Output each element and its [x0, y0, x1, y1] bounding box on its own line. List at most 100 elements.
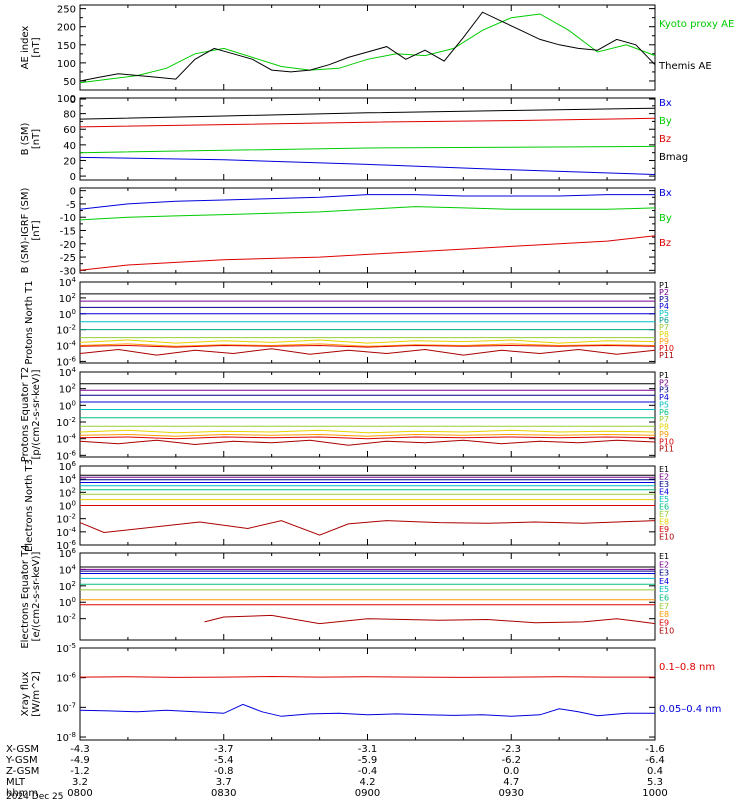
legend-E8: E8	[659, 610, 669, 619]
legend-E10: E10	[659, 533, 674, 542]
ephemeris-value: -4.3	[70, 744, 90, 755]
legend-E5: E5	[659, 495, 669, 504]
y-tick-label: 10-6	[56, 539, 76, 552]
y-tick-label: 10-5	[56, 642, 76, 655]
legend-Bx: Bx	[659, 98, 672, 109]
legend-E6: E6	[659, 594, 669, 603]
y-tick-label: 106	[59, 460, 77, 473]
y-tick-label: 250	[57, 5, 76, 16]
panel-5: 10-6 10-4 10-2 100 102 104 Protons Equator T2[…	[20, 366, 656, 462]
series-line-E10	[204, 614, 656, 625]
legend-By: By	[659, 213, 672, 224]
ephemeris-value: 3.7	[216, 777, 232, 788]
y-tick-label: -30	[60, 266, 76, 277]
ephemeris-value: -5.4	[214, 755, 234, 766]
y-axis-title: AE index[nT]	[20, 26, 42, 70]
y-tick-label: 100	[59, 399, 76, 412]
series-line-P8	[79, 429, 656, 434]
panel-frame	[79, 97, 656, 181]
legend-P1: P1	[659, 371, 669, 380]
panel-3: -30 -25 -20 -15 -10 -5 0 B (SM)-IGRF (SM)[nT]	[20, 187, 656, 277]
ephemeris-value: 0.0	[503, 766, 519, 777]
ephemeris-value: 0.4	[647, 766, 663, 777]
legend-E10: E10	[659, 627, 674, 636]
series-line-P9	[79, 343, 656, 347]
ephemeris-row-label: Z-GSM	[6, 766, 39, 777]
y-tick-label: 10-6	[56, 449, 76, 462]
legend-Bx: Bx	[659, 188, 672, 199]
y-tick-label: 150	[57, 41, 76, 52]
legend-E7: E7	[659, 510, 669, 519]
y-tick-label: -25	[60, 253, 76, 264]
y-tick-label: 100	[59, 500, 76, 513]
y-tick-label: 80	[63, 110, 76, 121]
y-tick-label: 104	[59, 366, 77, 379]
legend-P10: P10	[659, 437, 674, 446]
series-line-Bx	[79, 194, 655, 210]
ephemeris-value: 4.2	[360, 777, 376, 788]
legend-P9: P9	[659, 337, 669, 346]
legend-E3: E3	[659, 480, 669, 489]
series-line-0.1–0.8 nm	[79, 675, 655, 678]
y-tick-label: 10-6	[56, 672, 76, 685]
ephemeris-value: -0.4	[358, 766, 378, 777]
series-line-P9	[79, 433, 656, 437]
y-tick-label: -10	[60, 213, 76, 224]
y-tick-label: -5	[66, 200, 76, 211]
legend-E1: E1	[659, 552, 669, 561]
y-tick-label: 104	[59, 473, 77, 486]
y-tick-label: 40	[63, 141, 76, 152]
y-tick-label: 10-2	[56, 416, 76, 429]
y-tick-label: 10-2	[56, 324, 76, 337]
panel-4: 10-6 10-4 10-2 100 102 104 Protons North T1	[24, 276, 656, 368]
series-line-By	[79, 206, 656, 221]
legend-E2: E2	[659, 473, 669, 482]
ephemeris-value: -5.9	[358, 755, 378, 766]
legend-P11: P11	[659, 445, 674, 454]
ephemeris-value: -3.7	[214, 744, 234, 755]
ephemeris-row-label: hhmm	[6, 788, 38, 799]
series-line-Themis AE	[79, 11, 656, 82]
ephemeris-value: -2.3	[501, 744, 521, 755]
legend-P9: P9	[659, 430, 669, 439]
ephemeris-value: -1.2	[70, 766, 90, 777]
legend-P8: P8	[659, 330, 669, 339]
legend-E6: E6	[659, 503, 669, 512]
series-line-P10	[79, 436, 656, 440]
y-tick-label: 10-2	[56, 613, 76, 626]
y-tick-label: 102	[59, 292, 76, 305]
legend-E1: E1	[659, 465, 669, 474]
y-tick-label: 20	[63, 156, 76, 167]
legend-Bz: Bz	[659, 134, 671, 145]
legend-P6: P6	[659, 408, 669, 417]
ephemeris-row-label: X-GSM	[6, 744, 39, 755]
ephemeris-value: 0900	[355, 788, 380, 799]
legend-P6: P6	[659, 316, 669, 325]
legend-P8: P8	[659, 423, 669, 432]
ephemeris-value: 3.2	[72, 777, 88, 788]
ephemeris-value: 4.7	[503, 777, 519, 788]
panel-8: 10-8 10-7 10-6 10-5 Xray flux[W/m^2]	[20, 642, 656, 744]
legend-P4: P4	[659, 302, 669, 311]
y-tick-label: -15	[60, 227, 76, 238]
y-tick-label: 100	[59, 308, 76, 321]
y-tick-label: 104	[59, 563, 77, 576]
legend-Themis AE: Themis AE	[658, 61, 712, 72]
ephemeris-value: -0.8	[214, 766, 234, 777]
legend-E9: E9	[659, 618, 669, 627]
legend-Bz: Bz	[659, 238, 671, 249]
legend-E4: E4	[659, 577, 669, 586]
legend-E9: E9	[659, 525, 669, 534]
series-line-Bz	[79, 235, 656, 271]
ephemeris-date: 2024 Dec 25	[6, 792, 64, 800]
y-axis-title: Electrons North T3	[24, 459, 35, 552]
series-line-P11	[79, 439, 656, 446]
y-tick-label: 102	[59, 383, 76, 396]
series-line-P11	[79, 348, 656, 356]
y-axis-title: Protons North T1	[24, 280, 35, 364]
y-tick-label: 0	[70, 172, 76, 183]
legend-0.05–0.4 nm: 0.05–0.4 nm	[659, 704, 721, 715]
legend-P5: P5	[659, 309, 669, 318]
